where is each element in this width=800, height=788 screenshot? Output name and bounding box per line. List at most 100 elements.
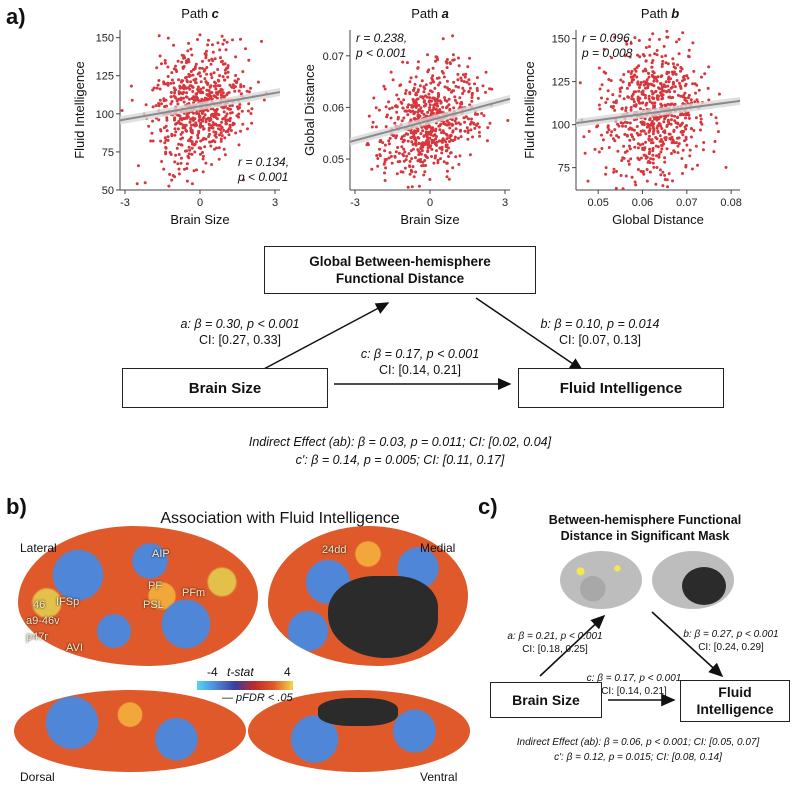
scatter-point bbox=[627, 159, 630, 163]
scatter-point bbox=[222, 147, 226, 151]
scatter-point bbox=[438, 81, 442, 85]
scatter-point bbox=[192, 169, 196, 173]
scatter-point bbox=[630, 175, 634, 179]
scatter-point bbox=[416, 129, 420, 133]
scatter-point bbox=[174, 88, 177, 92]
scatter-point bbox=[411, 165, 415, 169]
label-lateral: Lateral bbox=[20, 541, 57, 555]
scatter-point bbox=[226, 106, 230, 110]
scatter-point bbox=[214, 87, 218, 91]
scatter-point bbox=[168, 172, 172, 176]
scatter-point bbox=[685, 99, 689, 103]
scatter-point bbox=[623, 132, 627, 136]
x-tick-label: 0.07 bbox=[676, 197, 697, 209]
scatter-point bbox=[687, 116, 691, 120]
scatter-point bbox=[177, 153, 181, 156]
scatter-point bbox=[619, 174, 623, 177]
scatter-point bbox=[221, 91, 225, 95]
scatter-point bbox=[683, 125, 687, 129]
scatter-point bbox=[201, 170, 205, 174]
scatter-point bbox=[665, 178, 669, 182]
scatter-point bbox=[427, 68, 431, 72]
scatter-point bbox=[463, 120, 467, 124]
scatter-point bbox=[655, 94, 659, 98]
scatter-point bbox=[179, 96, 183, 100]
fit-line bbox=[119, 91, 281, 122]
scatter-point bbox=[600, 83, 604, 87]
scatter-point bbox=[457, 64, 461, 68]
scatter-point bbox=[209, 73, 213, 77]
stat-r: r = 0.238, bbox=[356, 31, 407, 45]
scatter-point bbox=[407, 103, 411, 107]
scatter-point bbox=[679, 86, 683, 90]
scatter-point bbox=[641, 146, 645, 150]
scatter-point bbox=[218, 48, 222, 52]
scatter-point bbox=[673, 85, 677, 89]
scatter-point bbox=[247, 90, 251, 94]
mediation-arrows-c bbox=[539, 611, 724, 707]
scatter-point bbox=[652, 127, 656, 131]
scatter-point bbox=[480, 112, 484, 115]
scatter-point bbox=[677, 142, 681, 146]
scatter-point bbox=[645, 101, 649, 105]
scatter-point bbox=[194, 62, 198, 66]
scatter-point bbox=[387, 100, 391, 104]
scatter-point bbox=[201, 124, 205, 128]
scatter-point bbox=[437, 76, 441, 80]
scatter-point bbox=[454, 155, 458, 159]
brain-medial bbox=[268, 526, 468, 666]
scatter-point bbox=[169, 102, 173, 106]
scatter-point bbox=[651, 161, 655, 165]
scatter-point bbox=[624, 106, 628, 110]
scatter-point bbox=[209, 94, 213, 98]
scatter-point bbox=[651, 32, 655, 36]
scatter-point bbox=[383, 143, 387, 147]
scatter-point bbox=[163, 59, 167, 62]
scatter-point bbox=[406, 139, 410, 143]
scatter-point bbox=[615, 169, 618, 173]
x-tick-label: 0.06 bbox=[632, 197, 653, 209]
scatter-point bbox=[676, 63, 680, 67]
scatter-point bbox=[606, 125, 610, 129]
scatter-point bbox=[424, 83, 428, 87]
scatter-point bbox=[620, 106, 624, 110]
scatter-point bbox=[192, 111, 195, 115]
scatter-point bbox=[412, 111, 416, 115]
scatter-point bbox=[472, 122, 476, 126]
scatter-point bbox=[239, 129, 242, 133]
scatter-point bbox=[429, 81, 433, 85]
scatter-point bbox=[457, 162, 461, 166]
scatter-point bbox=[414, 105, 418, 109]
scatter-point bbox=[665, 29, 669, 33]
scatter-point bbox=[602, 47, 606, 51]
scatter-point bbox=[600, 96, 603, 100]
scatter-point bbox=[246, 109, 250, 113]
scatter-point bbox=[178, 114, 182, 118]
scatter-point bbox=[656, 75, 660, 79]
scatter-point bbox=[663, 156, 667, 160]
scatter-point bbox=[191, 96, 195, 100]
scatter-point bbox=[202, 136, 206, 140]
scatter-point bbox=[171, 174, 175, 177]
scatter-point bbox=[209, 118, 213, 122]
scatter-point bbox=[452, 58, 456, 62]
scatter-point bbox=[427, 92, 431, 96]
scatter-point bbox=[651, 157, 655, 161]
scatter-point bbox=[239, 37, 242, 41]
scatter-point bbox=[468, 56, 471, 60]
scatter-point bbox=[451, 53, 455, 57]
scatter-point bbox=[173, 127, 177, 131]
y-tick-label: 100 bbox=[96, 109, 114, 121]
scatter-point bbox=[220, 34, 224, 38]
scatter-point bbox=[461, 92, 465, 95]
scatter-point bbox=[201, 59, 204, 63]
scatter-point bbox=[454, 84, 458, 88]
scatter-point bbox=[624, 174, 628, 178]
scatter-point bbox=[189, 70, 193, 73]
scatter-point bbox=[418, 114, 422, 118]
y-axis-label: Fluid Intelligence bbox=[522, 61, 537, 159]
scatter-point bbox=[218, 74, 222, 78]
scatter-point bbox=[638, 55, 642, 59]
scatter-point bbox=[395, 93, 399, 97]
scatter-point bbox=[220, 120, 224, 124]
